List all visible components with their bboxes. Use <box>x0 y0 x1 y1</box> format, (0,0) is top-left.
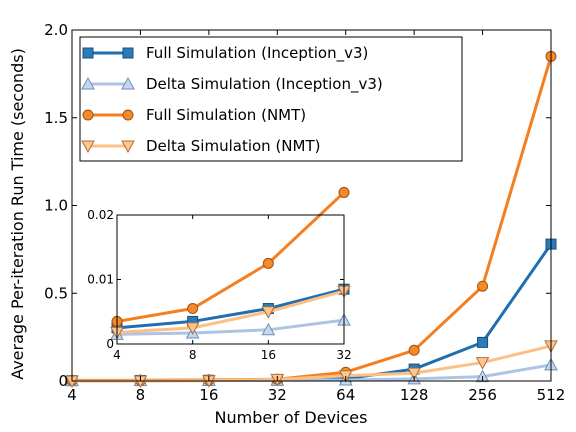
inset-y-tick-label: 0 <box>106 337 114 351</box>
inset-plot: 4 8 16 32 0 0.01 0.02 <box>87 186 352 362</box>
y-tick-label: 0 <box>58 372 68 390</box>
inset-data-point <box>261 322 276 336</box>
legend-marker <box>82 109 94 121</box>
legend-label: Full Simulation (NMT) <box>146 106 306 124</box>
data-point <box>475 357 490 370</box>
legend-marker <box>82 47 94 59</box>
y-axis-label: Average Per-iteration Run Time (seconds) <box>8 48 27 380</box>
legend: Full Simulation (Inception_v3) Delta Simu… <box>79 36 463 162</box>
inset-background <box>117 215 344 344</box>
legend-marker <box>122 47 134 59</box>
inset-y-tick-label: 0.02 <box>87 208 114 222</box>
x-tick-label: 512 <box>537 386 566 404</box>
legend-item: Full Simulation (NMT) <box>82 106 306 124</box>
y-tick-label: 2.0 <box>44 21 68 39</box>
y-tick-label: 1.0 <box>44 197 68 215</box>
data-point <box>408 344 420 356</box>
inset-series-line <box>116 287 345 330</box>
inset-x-tick-label: 4 <box>113 348 121 362</box>
inset-series-line <box>116 191 346 323</box>
legend-marker <box>81 140 95 154</box>
x-tick-label: 256 <box>468 386 497 404</box>
inset-x-tick-label: 16 <box>261 348 276 362</box>
x-tick-label: 32 <box>268 386 287 404</box>
legend-frame <box>79 36 463 162</box>
legend-marker <box>121 76 135 90</box>
x-tick-label: 4 <box>67 386 77 404</box>
legend-label: Delta Simulation (NMT) <box>146 137 321 155</box>
y-tick-label: 1.5 <box>44 109 68 127</box>
legend-label: Full Simulation (Inception_v3) <box>146 44 368 63</box>
legend-label: Delta Simulation (Inception_v3) <box>146 75 383 94</box>
x-axis-label: Number of Devices <box>215 408 368 427</box>
data-point <box>407 367 421 381</box>
legend-marker <box>121 140 135 154</box>
x-tick-label: 128 <box>400 386 429 404</box>
legend-marker <box>122 109 134 121</box>
legend-marker <box>81 76 95 90</box>
inset-series-line <box>116 289 345 334</box>
main-plot-area: 4 8 16 32 64 128 256 512 0 0.5 1.0 1.5 2.0 <box>44 21 565 404</box>
data-point <box>477 336 489 348</box>
x-tick-label: 16 <box>199 386 218 404</box>
legend-item: Delta Simulation (Inception_v3) <box>81 75 383 94</box>
inset-data-point <box>187 303 199 315</box>
inset-data-point <box>261 306 276 319</box>
legend-item: Full Simulation (Inception_v3) <box>82 44 368 63</box>
legend-item: Delta Simulation (NMT) <box>81 137 321 155</box>
inset-x-tick-label: 32 <box>336 348 351 362</box>
inset-x-tick-label: 8 <box>189 348 197 362</box>
inset-series-line <box>116 318 345 336</box>
y-tick-label: 0.5 <box>44 284 68 302</box>
inset-y-tick-label: 0.01 <box>87 273 114 287</box>
inset-data-point <box>338 186 350 198</box>
inset-data-point <box>185 322 200 335</box>
x-tick-label: 8 <box>136 386 146 404</box>
data-point <box>477 280 489 292</box>
inset-data-point <box>262 257 274 269</box>
x-tick-label: 64 <box>336 386 355 404</box>
